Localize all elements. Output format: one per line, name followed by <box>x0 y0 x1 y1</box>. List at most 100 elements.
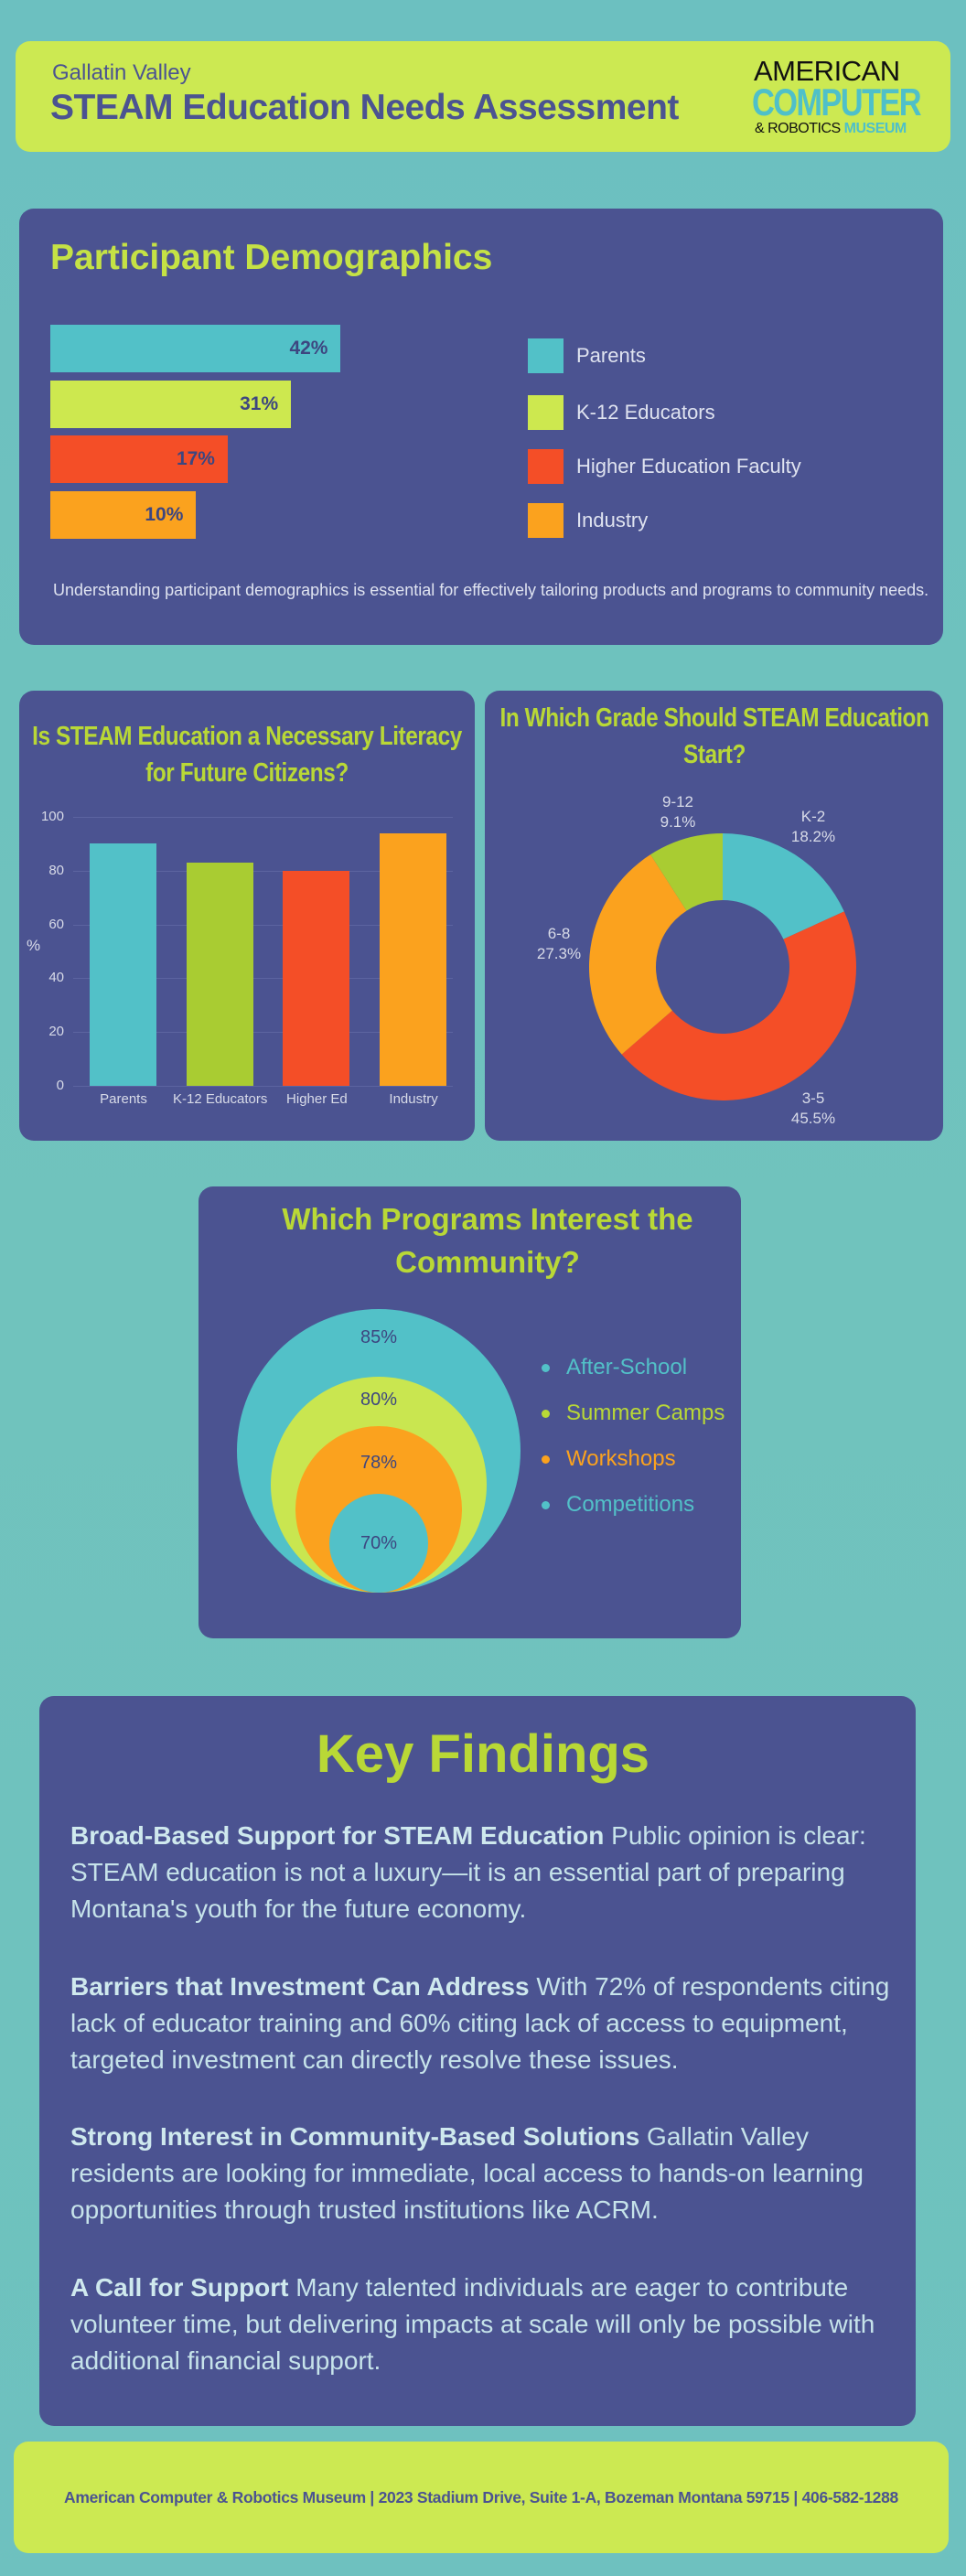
legend-bullet-icon <box>542 1364 550 1373</box>
donut-label-value: 9.1% <box>660 813 696 831</box>
gridline <box>73 978 453 980</box>
y-tick-label: 0 <box>56 1078 64 1093</box>
logo-line-1: AMERICAN <box>754 55 900 87</box>
gridline <box>73 924 453 926</box>
bar-value-label: 31% <box>240 392 279 414</box>
gridline <box>73 1086 453 1087</box>
y-tick-label: 80 <box>48 862 64 878</box>
donut-label: K-2 18.2% <box>777 807 850 847</box>
finding-heading: A Call for Support <box>70 2272 289 2302</box>
donut-label-category: K-2 <box>800 808 826 825</box>
y-tick-label: 40 <box>48 970 64 986</box>
x-tick-label: Parents <box>100 1091 147 1107</box>
legend-label: Parents <box>576 344 646 367</box>
legend-swatch <box>528 503 564 538</box>
donut-label-category: 6-8 <box>547 925 571 942</box>
program-legend-label: Summer Camps <box>566 1401 725 1425</box>
finding-heading: Barriers that Investment Can Address <box>70 1971 530 2001</box>
logo-line-2: COMPUTER <box>752 80 922 123</box>
bar-k-12-educators <box>186 862 253 1086</box>
x-tick-label: Industry <box>389 1091 438 1107</box>
footer-contact: American Computer & Robotics Museum | 20… <box>64 2488 898 2506</box>
demographic-bar: 17% <box>50 435 228 483</box>
gridline <box>73 817 453 818</box>
page-title: STEAM Education Needs Assessment <box>50 88 679 127</box>
gridline <box>73 870 453 872</box>
legend-bullet-icon <box>542 1410 550 1419</box>
x-tick-label: K-12 Educators <box>172 1091 268 1107</box>
legend-label: K-12 Educators <box>576 401 715 424</box>
donut-label: 6-8 27.3% <box>522 924 596 964</box>
legend-swatch <box>528 395 564 430</box>
program-legend-label: Workshops <box>566 1446 676 1471</box>
legend-bullet-icon <box>542 1455 550 1465</box>
program-value-label: 70% <box>360 1533 398 1553</box>
donut-label-value: 18.2% <box>790 828 836 845</box>
bar-value-label: 42% <box>289 338 328 359</box>
program-legend-item: Competitions <box>542 1492 694 1518</box>
legend-label: Industry <box>576 509 649 531</box>
program-legend-item: Summer Camps <box>542 1401 724 1426</box>
bar-value-label: 10% <box>145 503 184 525</box>
x-tick-label: Higher Ed <box>286 1091 348 1107</box>
donut-label: 9-12 9.1% <box>641 792 714 832</box>
legend-label: Higher Education Faculty <box>576 455 801 478</box>
donut-slice-6-8 <box>589 854 687 1055</box>
demographics-title: Participant Demographics <box>50 238 493 277</box>
logo-museum: MUSEUM <box>843 121 907 136</box>
legend-bullet-icon <box>542 1501 550 1510</box>
finding-body: Gallatin Valley residents are looking fo… <box>70 2122 864 2224</box>
finding-body: With 72% of respondents citing lack of e… <box>70 1971 890 2074</box>
finding-item: Barriers that Investment Can Address Wit… <box>70 1969 898 2078</box>
y-tick-label: 60 <box>48 916 64 932</box>
program-value-label: 80% <box>360 1390 398 1410</box>
donut-slice-3-5 <box>621 911 857 1100</box>
header-banner <box>16 41 950 152</box>
demographic-bar: 10% <box>50 490 197 539</box>
y-tick-label: 20 <box>48 1024 64 1040</box>
donut-label: 3-5 45.5% <box>777 1089 850 1129</box>
program-value-label: 78% <box>360 1453 398 1473</box>
bar-industry <box>380 832 447 1086</box>
bar-value-label: 17% <box>176 448 215 469</box>
donut-slice-K-2 <box>723 833 844 939</box>
legend-swatch <box>528 449 564 484</box>
bar-parents <box>90 843 156 1086</box>
program-legend-label: Competitions <box>566 1492 695 1517</box>
programs-title: Which Programs Interest the Community? <box>282 1202 693 1279</box>
demographic-bar: 42% <box>50 325 341 372</box>
program-value-label: 85% <box>360 1327 398 1347</box>
grade-donut-chart <box>589 833 857 1100</box>
y-tick-label: 100 <box>40 809 64 824</box>
program-legend-item: After-School <box>542 1355 687 1380</box>
gridline <box>73 1032 453 1034</box>
literacy-chart-title: Is STEAM Education a Necessary Literacy … <box>32 722 462 788</box>
finding-item: A Call for Support Many talented individ… <box>70 2270 898 2379</box>
finding-heading: Strong Interest in Community-Based Solut… <box>70 2122 640 2151</box>
legend-swatch <box>528 338 564 373</box>
finding-body: Many talented individuals are eager to c… <box>70 2272 875 2375</box>
y-axis-label: % <box>27 937 41 954</box>
donut-slice-9-12 <box>650 833 723 911</box>
key-findings-card <box>39 1696 916 2426</box>
demographics-description: Understanding participant demographics i… <box>53 581 929 599</box>
logo-robotics: & ROBOTICS <box>755 121 841 136</box>
header-subtitle: Gallatin Valley <box>52 60 191 85</box>
demographic-bar: 31% <box>50 380 292 428</box>
key-findings-title: Key Findings <box>316 1724 650 1784</box>
donut-label-value: 27.3% <box>536 945 582 962</box>
donut-label-category: 3-5 <box>801 1089 825 1107</box>
bar-higher-ed <box>283 870 350 1086</box>
program-legend-item: Workshops <box>542 1446 676 1472</box>
logo-line-3: & ROBOTICS MUSEUM <box>755 121 907 137</box>
program-circle <box>329 1494 428 1593</box>
finding-body: Public opinion is clear: STEAM education… <box>70 1821 866 1923</box>
grade-chart-title: In Which Grade Should STEAM Education St… <box>499 703 929 769</box>
finding-item: Broad-Based Support for STEAM Education … <box>70 1818 898 1927</box>
donut-label-value: 45.5% <box>790 1110 836 1127</box>
program-legend-label: After-School <box>566 1355 688 1379</box>
footer-banner <box>14 2442 949 2553</box>
finding-heading: Broad-Based Support for STEAM Education <box>70 1821 605 1850</box>
donut-label-category: 9-12 <box>661 793 694 810</box>
finding-item: Strong Interest in Community-Based Solut… <box>70 2119 898 2228</box>
